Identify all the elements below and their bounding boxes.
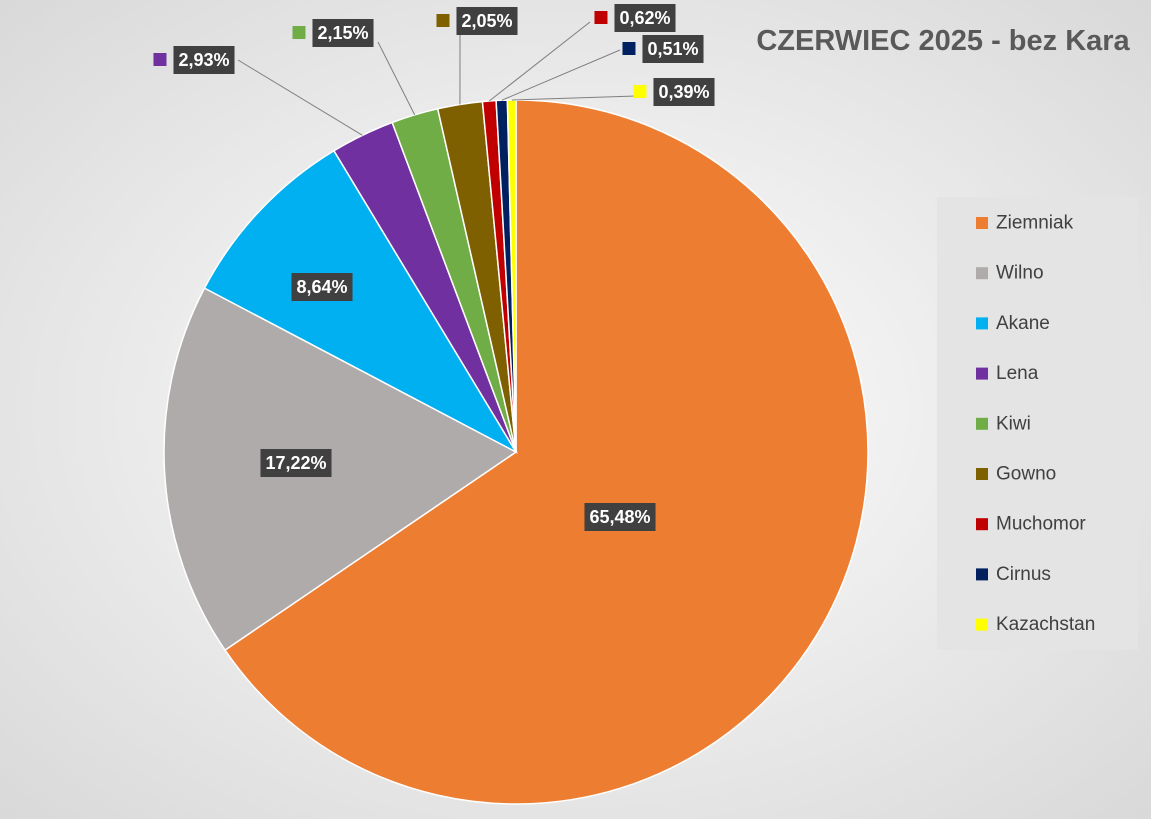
label-key bbox=[633, 85, 647, 98]
legend-label: Cirnus bbox=[996, 564, 1051, 585]
data-label: 0,51% bbox=[647, 39, 698, 59]
leader-line bbox=[501, 49, 621, 101]
data-label: 2,93% bbox=[178, 50, 229, 70]
data-label: 2,15% bbox=[317, 23, 368, 43]
legend-swatch bbox=[976, 618, 988, 631]
legend-swatch bbox=[976, 518, 988, 531]
data-label-box bbox=[653, 78, 715, 106]
leader-line bbox=[237, 59, 363, 136]
pie-slice bbox=[163, 287, 518, 652]
data-label: 0,62% bbox=[619, 8, 670, 28]
legend-label: Akane bbox=[996, 313, 1050, 334]
data-label-box bbox=[614, 4, 676, 32]
legend-label: Kiwi bbox=[996, 413, 1031, 434]
leader-line bbox=[511, 95, 637, 101]
chart-title: CZERWIEC 2025 - bez Kara bbox=[756, 25, 1130, 57]
leader-line bbox=[488, 21, 591, 102]
data-label: 0,39% bbox=[658, 82, 709, 102]
label-key bbox=[153, 53, 167, 66]
label-key bbox=[594, 11, 608, 24]
data-label-box bbox=[291, 273, 353, 301]
legend-label: Ziemniak bbox=[996, 213, 1074, 234]
legend-swatch bbox=[976, 317, 988, 330]
label-key bbox=[436, 14, 450, 27]
data-label-box bbox=[312, 19, 374, 47]
pie-slice bbox=[203, 149, 519, 454]
legend-swatch bbox=[976, 217, 988, 229]
legend-swatch bbox=[976, 568, 988, 581]
leader-line bbox=[377, 41, 416, 116]
label-key bbox=[622, 42, 636, 55]
data-label-box bbox=[456, 7, 518, 35]
label-key bbox=[292, 26, 306, 39]
legend-label: Wilno bbox=[996, 263, 1044, 284]
legend-swatch bbox=[976, 367, 988, 380]
pie-slice bbox=[223, 99, 869, 805]
legend-swatch bbox=[976, 267, 988, 280]
data-label: 65,48% bbox=[589, 507, 650, 527]
data-label: 2,05% bbox=[461, 11, 512, 31]
legend-swatch bbox=[976, 468, 988, 480]
legend bbox=[937, 197, 1138, 650]
data-label-box bbox=[173, 46, 235, 74]
data-label: 8,64% bbox=[296, 277, 347, 297]
legend-label: Muchomor bbox=[996, 514, 1086, 535]
legend-swatch bbox=[976, 417, 988, 430]
legend-label: Lena bbox=[996, 363, 1039, 384]
data-label-box bbox=[642, 35, 704, 63]
data-label: 17,22% bbox=[265, 453, 326, 473]
data-label-box bbox=[584, 503, 656, 531]
legend-label: Kazachstan bbox=[996, 614, 1095, 635]
data-label-box bbox=[260, 449, 332, 477]
legend-label: Gowno bbox=[996, 464, 1056, 485]
